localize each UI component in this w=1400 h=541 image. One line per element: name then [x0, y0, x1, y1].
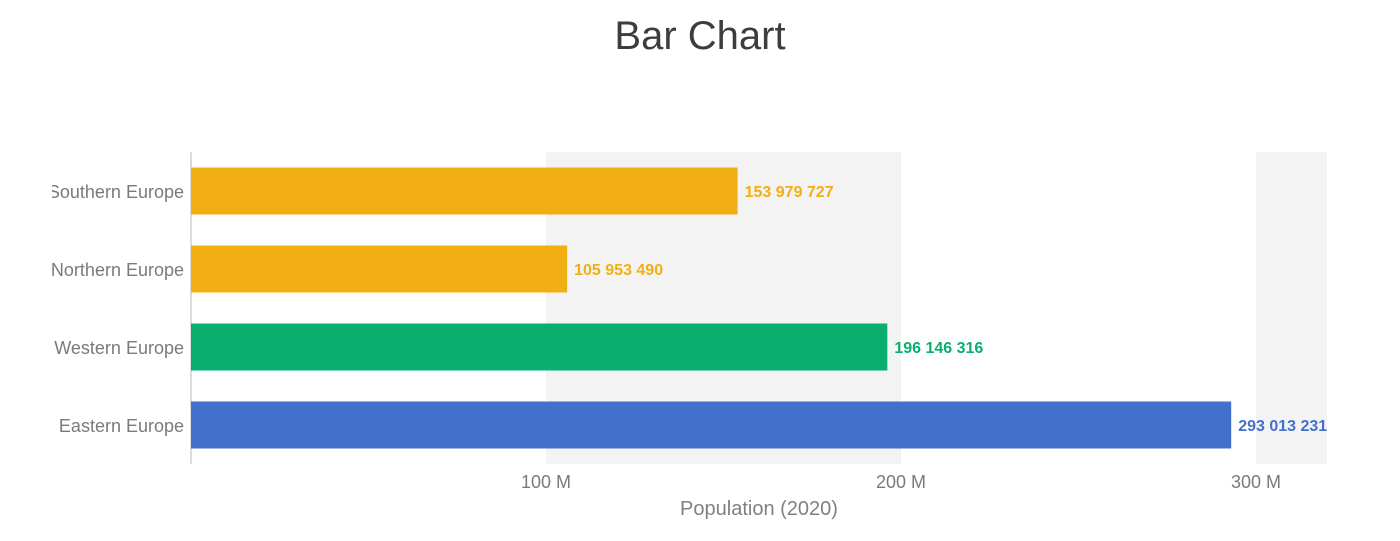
x-axis-label: Population (2020)	[680, 498, 838, 520]
x-tick-label: 200 M	[876, 472, 926, 492]
bar-northern-europe	[191, 245, 568, 293]
grid-band	[1256, 152, 1327, 464]
category-label: Eastern Europe	[59, 416, 184, 436]
bar-eastern-europe	[191, 401, 1232, 449]
category-label: Southern Europe	[48, 182, 184, 202]
bar-western-europe	[191, 323, 888, 371]
value-label: 153 979 727	[745, 184, 834, 201]
value-label: 105 953 490	[574, 262, 663, 279]
chart-title: Bar Chart	[614, 14, 786, 58]
x-tick-label: 300 M	[1231, 472, 1281, 492]
value-label: 196 146 316	[894, 340, 983, 357]
bar-southern-europe	[191, 167, 738, 215]
category-label: Northern Europe	[51, 260, 184, 280]
value-label: 293 013 231	[1238, 418, 1327, 435]
category-label: Western Europe	[54, 338, 184, 358]
x-tick-label: 100 M	[521, 472, 571, 492]
